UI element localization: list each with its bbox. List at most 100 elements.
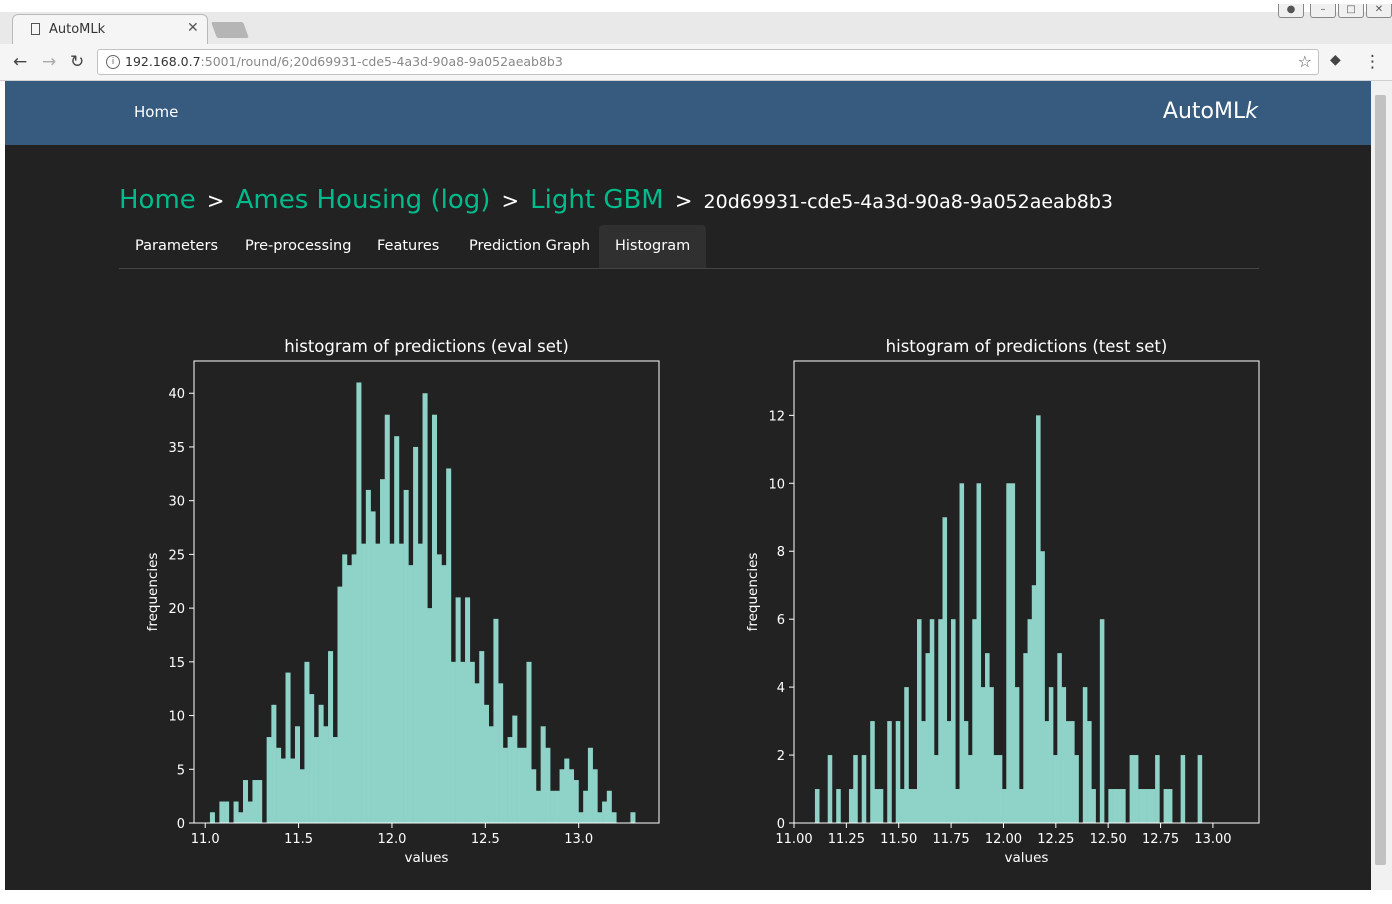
close-window-icon[interactable]: ✕	[1366, 4, 1392, 18]
histogram-bar	[1155, 755, 1160, 823]
chart-title: histogram of predictions (eval set)	[284, 337, 569, 356]
page-scrollbar[interactable]	[1371, 81, 1392, 890]
x-tick-label: 12.00	[985, 832, 1022, 847]
histogram-bar	[993, 755, 999, 823]
histogram-bar	[1108, 789, 1113, 823]
back-icon[interactable]: ←	[13, 52, 28, 72]
histogram-bar	[332, 737, 338, 823]
histogram-bar	[1027, 619, 1033, 823]
bookmark-star-icon[interactable]: ☆	[1297, 52, 1312, 71]
user-icon[interactable]: ●	[1278, 4, 1304, 18]
tab-features[interactable]: Features	[377, 238, 440, 254]
histogram-bar	[887, 721, 892, 823]
page-icon	[31, 23, 40, 35]
breadcrumb-separator: >	[674, 189, 693, 213]
address-bar[interactable]: i 192.168.0.7:5001/round/6;20d69931-cde5…	[97, 49, 1319, 75]
histogram-bar	[1065, 721, 1071, 823]
histogram-bar	[1133, 755, 1139, 823]
window-bottom	[0, 890, 1392, 904]
y-tick-label: 5	[177, 763, 185, 778]
histogram-bar	[587, 747, 593, 823]
histogram-bar	[874, 789, 880, 823]
histogram-bar	[436, 554, 442, 823]
histogram-bar	[417, 543, 423, 823]
histogram-bar	[848, 789, 854, 823]
histogram-bar	[1138, 789, 1143, 823]
tab-histogram[interactable]: Histogram	[599, 225, 707, 268]
nav-home-link[interactable]: Home	[134, 103, 179, 121]
menu-kebab-icon[interactable]: ⋮	[1364, 52, 1381, 72]
y-tick-label: 8	[777, 545, 785, 560]
histogram-bar	[1040, 551, 1045, 823]
y-tick-label: 6	[777, 613, 785, 628]
histogram-bar	[1142, 789, 1147, 823]
histogram-bar	[912, 789, 918, 823]
histogram-bar	[545, 747, 551, 823]
histogram-bar	[446, 468, 452, 823]
forward-icon[interactable]: →	[42, 52, 57, 72]
histogram-bar	[469, 661, 475, 823]
histogram-bar	[294, 726, 300, 823]
histogram-bar	[413, 446, 419, 823]
plot-frame	[793, 360, 1260, 824]
minimize-icon[interactable]: –	[1310, 4, 1336, 18]
histogram-bar	[403, 489, 409, 823]
histogram-bar	[853, 755, 858, 823]
histogram-bar	[247, 801, 253, 823]
histogram-bar	[465, 597, 471, 823]
y-tick-label: 35	[168, 441, 185, 456]
breadcrumb-separator: >	[501, 189, 520, 213]
window-top	[0, 0, 1392, 12]
close-tab-icon[interactable]: ✕	[187, 20, 199, 36]
histogram-bar	[450, 661, 456, 823]
histogram-bar	[1091, 789, 1096, 823]
histogram-bar	[535, 790, 541, 823]
histogram-bar	[959, 483, 965, 823]
histogram-bar	[1167, 789, 1173, 823]
histogram-bar	[1006, 483, 1011, 823]
histogram-bar	[1053, 755, 1058, 823]
tab-parameters[interactable]: Parameters	[135, 238, 218, 254]
maximize-icon[interactable]: □	[1338, 4, 1364, 18]
info-icon[interactable]: i	[106, 55, 120, 69]
histogram-eval-chart: histogram of predictions (eval set) 11.0 1…	[145, 337, 660, 866]
extension-icon[interactable]: ◆	[1330, 52, 1341, 68]
reload-icon[interactable]: ↻	[70, 52, 85, 72]
breadcrumb-dataset[interactable]: Ames Housing (log)	[235, 185, 491, 215]
brand[interactable]: AutoMLk	[1163, 99, 1258, 124]
x-tick-label: 12.75	[1142, 832, 1179, 847]
histogram-bar	[323, 726, 329, 823]
histogram-bar	[972, 619, 977, 823]
histogram-bar	[934, 755, 939, 823]
histogram-bar	[356, 382, 362, 823]
y-tick-label: 4	[777, 681, 785, 696]
breadcrumb-model[interactable]: Light GBM	[530, 185, 664, 215]
x-tick-label: 12.0	[377, 832, 406, 847]
scrollbar-thumb[interactable]	[1375, 95, 1386, 865]
x-tick-label: 11.50	[880, 832, 917, 847]
histogram-bar	[370, 511, 376, 823]
histogram-bar	[980, 687, 986, 823]
tab-prediction-graph[interactable]: Prediction Graph	[469, 238, 591, 254]
x-tick-label: 11.25	[828, 832, 865, 847]
tab-pre-processing[interactable]: Pre-processing	[245, 238, 352, 254]
histogram-bar	[1197, 755, 1203, 823]
new-tab-button[interactable]	[211, 22, 249, 38]
histogram-bar	[384, 414, 390, 823]
histogram-bar	[921, 721, 926, 823]
histogram-bar	[554, 790, 560, 823]
histogram-bar	[209, 812, 215, 823]
brand-text: AutoML	[1162, 99, 1246, 124]
histogram-bar	[976, 483, 982, 823]
breadcrumb-separator: >	[206, 189, 225, 213]
histogram-bar	[895, 721, 901, 823]
histogram-bar	[968, 755, 973, 823]
breadcrumb-home[interactable]: Home	[119, 185, 196, 215]
x-axis-label: values	[405, 850, 449, 866]
histogram-bar	[899, 789, 905, 823]
histogram-bar	[531, 769, 537, 823]
histogram-bar	[611, 812, 617, 823]
browser-tab[interactable]: AutoMLk ✕	[12, 14, 208, 44]
histogram-bar	[342, 554, 348, 823]
histogram-bar	[1019, 789, 1024, 823]
